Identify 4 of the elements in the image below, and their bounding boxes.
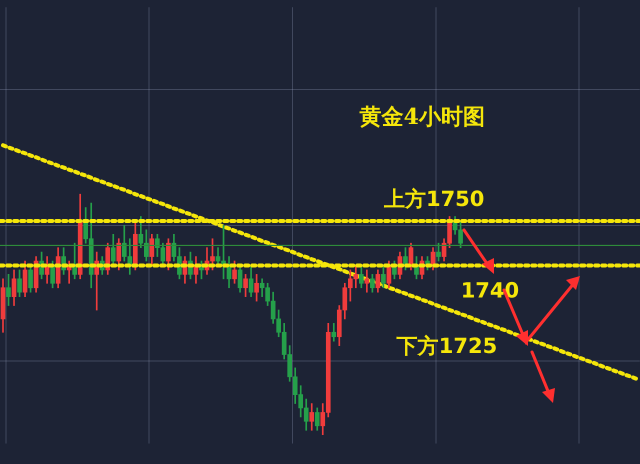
annotation: 下方1725	[396, 334, 498, 358]
text: 黄金4小时图	[358, 104, 485, 130]
ref-line-label: 1740	[460, 278, 520, 302]
ref-line-label: 上方1750	[382, 186, 484, 211]
